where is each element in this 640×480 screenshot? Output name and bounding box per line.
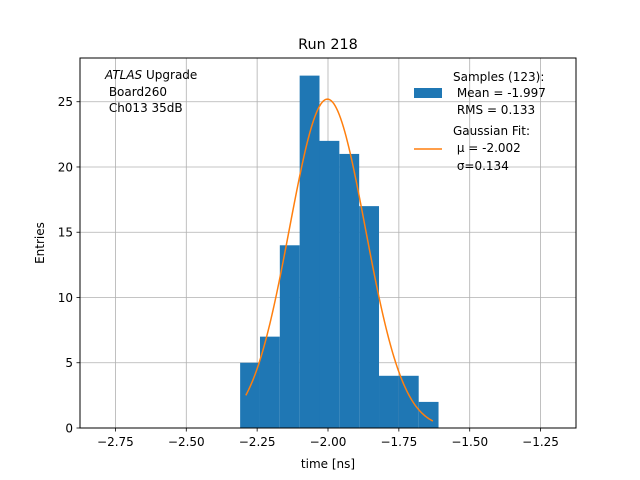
histogram-bar — [279, 245, 300, 428]
annotation-atlas: ATLAS — [104, 68, 143, 82]
histogram-bar — [240, 362, 260, 428]
x-axis-ticks: −2.75 −2.50 −2.25 −2.00 −1.75 −1.50 −1.25 — [97, 428, 559, 449]
histogram-bars — [240, 75, 439, 429]
x-tick-label: −2.75 — [97, 435, 134, 449]
histogram-bar — [418, 401, 439, 428]
legend-samples-line-3: RMS = 0.133 — [453, 103, 535, 117]
histogram-bar — [299, 75, 320, 428]
y-tick-label: 25 — [58, 95, 73, 109]
y-tick-label: 20 — [58, 160, 73, 174]
histogram-bar — [259, 336, 280, 428]
y-tick-label: 10 — [58, 291, 73, 305]
x-tick-label: −2.00 — [310, 435, 347, 449]
y-tick-label: 5 — [65, 356, 73, 370]
legend-fit-line-1: Gaussian Fit: — [453, 124, 530, 138]
legend-fit-line-3: σ=0.134 — [453, 159, 509, 173]
x-axis-label: time [ns] — [301, 457, 355, 471]
y-tick-label: 0 — [65, 422, 73, 436]
legend-samples-line-1: Samples (123): — [453, 70, 544, 84]
gaussian-fit-curve — [245, 98, 434, 422]
y-tick-label: 15 — [58, 226, 73, 240]
x-tick-label: −2.25 — [239, 435, 276, 449]
x-tick-label: −1.50 — [451, 435, 488, 449]
y-axis-label: Entries — [33, 222, 47, 264]
legend-samples-line-2: Mean = -1.997 — [453, 86, 546, 100]
annotation-upgrade: Upgrade — [142, 68, 197, 82]
histogram-bar — [339, 153, 360, 429]
annotation-line-1: ATLAS Upgrade — [104, 68, 197, 82]
histogram-bar — [379, 375, 399, 428]
histogram-bar — [359, 206, 380, 428]
x-tick-label: −2.50 — [168, 435, 205, 449]
histogram-bar — [398, 375, 419, 428]
chart-title: Run 218 — [298, 37, 358, 53]
annotation-line-2: Board260 — [105, 85, 167, 99]
legend-samples-swatch — [414, 88, 442, 98]
histogram-bar — [319, 140, 340, 428]
atlas-annotation: ATLAS Upgrade Board260 Ch013 35dB — [104, 68, 197, 115]
gaussian-fit — [245, 98, 434, 422]
x-tick-label: −1.25 — [522, 435, 559, 449]
legend: Samples (123): Mean = -1.997 RMS = 0.133… — [414, 70, 546, 173]
annotation-line-3: Ch013 35dB — [105, 101, 183, 115]
y-axis-ticks: 0 5 10 15 20 25 — [58, 95, 80, 436]
x-tick-label: −1.75 — [380, 435, 417, 449]
legend-fit-line-2: μ = -2.002 — [453, 141, 521, 155]
